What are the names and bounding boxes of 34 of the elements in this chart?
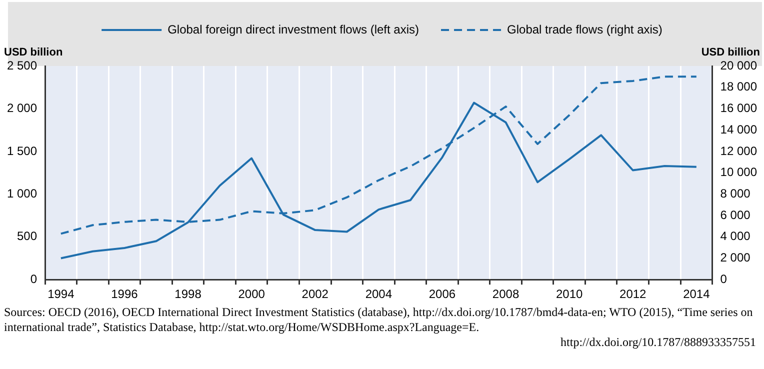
y-tick-label: 2 500 — [7, 58, 38, 72]
y2-tick-label: 16 000 — [720, 101, 758, 116]
x-tick-label: 2008 — [492, 287, 520, 302]
x-tick-label: 2006 — [428, 287, 456, 302]
legend-label: Global foreign direct investment flows (left axis) — [168, 22, 420, 36]
y2-tick-label: 20 000 — [720, 58, 758, 72]
x-tick-label: 1998 — [174, 287, 202, 302]
y-axis-title: USD billion — [4, 46, 63, 59]
legend-label: Global trade flows (right axis) — [507, 22, 662, 36]
y2-axis-title: USD billion — [701, 46, 760, 59]
y2-tick-label: 2 000 — [720, 250, 751, 265]
y-tick-label: 2 000 — [7, 101, 38, 116]
x-tick-label: 2000 — [238, 287, 266, 302]
x-tick-label: 1996 — [111, 287, 138, 302]
y2-tick-label: 12 000 — [720, 144, 758, 158]
y-tick-label: 500 — [17, 229, 38, 244]
source-note: Sources: OECD (2016), OECD International Direct Investment Statistics (database), http://dx.doi.org/10.1787/bmd4-data-en; WTO (2015), “Time series on international trade”, Statistics Database, http://stat.wto.org/Home/WSDBHome.aspx?Language=E. — [4, 305, 754, 335]
x-tick-label: 2004 — [365, 287, 392, 302]
x-tick-label: 2010 — [556, 287, 583, 302]
y-tick-label: 0 — [30, 272, 38, 286]
y2-tick-label: 4 000 — [720, 229, 751, 244]
y-tick-label: 1 500 — [7, 144, 38, 158]
y2-tick-label: 10 000 — [720, 165, 758, 180]
x-tick-label: 2014 — [683, 287, 710, 302]
x-tick-label: 2012 — [620, 287, 647, 302]
y2-tick-label: 14 000 — [720, 122, 758, 136]
x-tick-label: 1994 — [48, 287, 75, 302]
x-tick-label: 2002 — [302, 287, 329, 302]
y2-tick-label: 8 000 — [720, 186, 751, 200]
y-tick-label: 1 000 — [7, 186, 38, 200]
y2-tick-label: 18 000 — [720, 80, 758, 94]
y2-tick-label: 6 000 — [720, 208, 751, 222]
y2-tick-label: 0 — [720, 272, 728, 286]
text: http://dx.doi.org/10.1787/888933357551 — [560, 335, 756, 350]
